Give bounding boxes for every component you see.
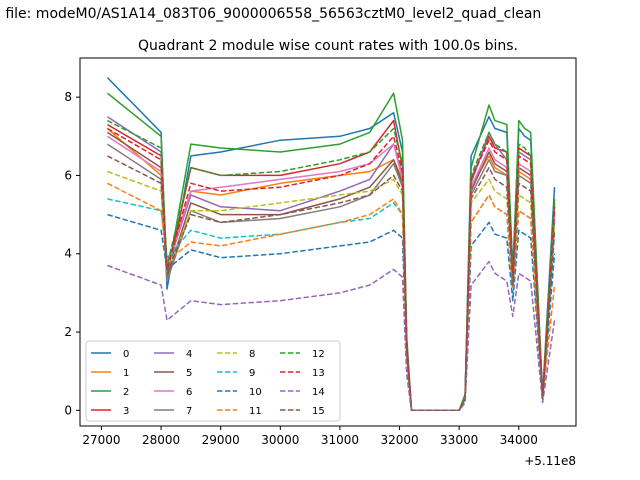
legend-label-2: 2: [123, 387, 129, 398]
legend-label-4: 4: [186, 349, 192, 360]
legend-label-8: 8: [249, 349, 255, 360]
legend-label-11: 11: [249, 406, 262, 417]
legend-label-14: 14: [312, 387, 325, 398]
legend-box: [85, 340, 341, 422]
y-tick-label: 4: [64, 247, 72, 261]
x-axis: 27000 28000 29000 30000 31000 32000 33000 34000: [82, 426, 538, 447]
y-tick-label: 0: [64, 403, 72, 417]
y-axis: 0 2 4 6 8: [64, 90, 80, 417]
y-tick-label: 8: [64, 90, 72, 104]
legend-label-1: 1: [123, 368, 129, 379]
legend-label-10: 10: [249, 387, 262, 398]
legend-label-0: 0: [123, 349, 129, 360]
legend-label-6: 6: [186, 387, 192, 398]
series-layer: [106, 77, 556, 412]
figure-suptitle: n file: modeM0/AS1A14_083T06_9000006558_…: [0, 6, 541, 22]
series-line-8: [107, 170, 556, 412]
plot-area: 27000 28000 29000 30000 31000 32000 33000 34000…: [64, 57, 577, 447]
legend-label-5: 5: [186, 368, 192, 379]
x-axis-offset-label: +5.11e8: [524, 454, 576, 468]
legend-label-9: 9: [249, 368, 255, 379]
y-tick-label: 2: [64, 325, 72, 339]
x-tick-label: 30000: [261, 433, 299, 447]
x-tick-label: 33000: [440, 433, 478, 447]
x-tick-label: 31000: [321, 433, 359, 447]
legend-label-7: 7: [186, 406, 192, 417]
y-tick-label: 6: [64, 168, 72, 182]
legend-label-15: 15: [312, 406, 325, 417]
series-line-13: [107, 127, 556, 412]
x-tick-label: 29000: [202, 433, 240, 447]
series-line-15: [107, 155, 556, 412]
legend-label-12: 12: [312, 349, 325, 360]
x-tick-label: 28000: [142, 433, 180, 447]
axes-frame: [79, 57, 577, 427]
series-line-11: [107, 182, 556, 412]
x-tick-label: 34000: [500, 433, 538, 447]
legend-label-13: 13: [312, 368, 325, 379]
chart-title: Quadrant 2 module wise count rates with …: [138, 38, 518, 54]
x-tick-label: 27000: [82, 433, 120, 447]
x-tick-label: 32000: [380, 433, 418, 447]
legend-label-3: 3: [123, 406, 129, 417]
